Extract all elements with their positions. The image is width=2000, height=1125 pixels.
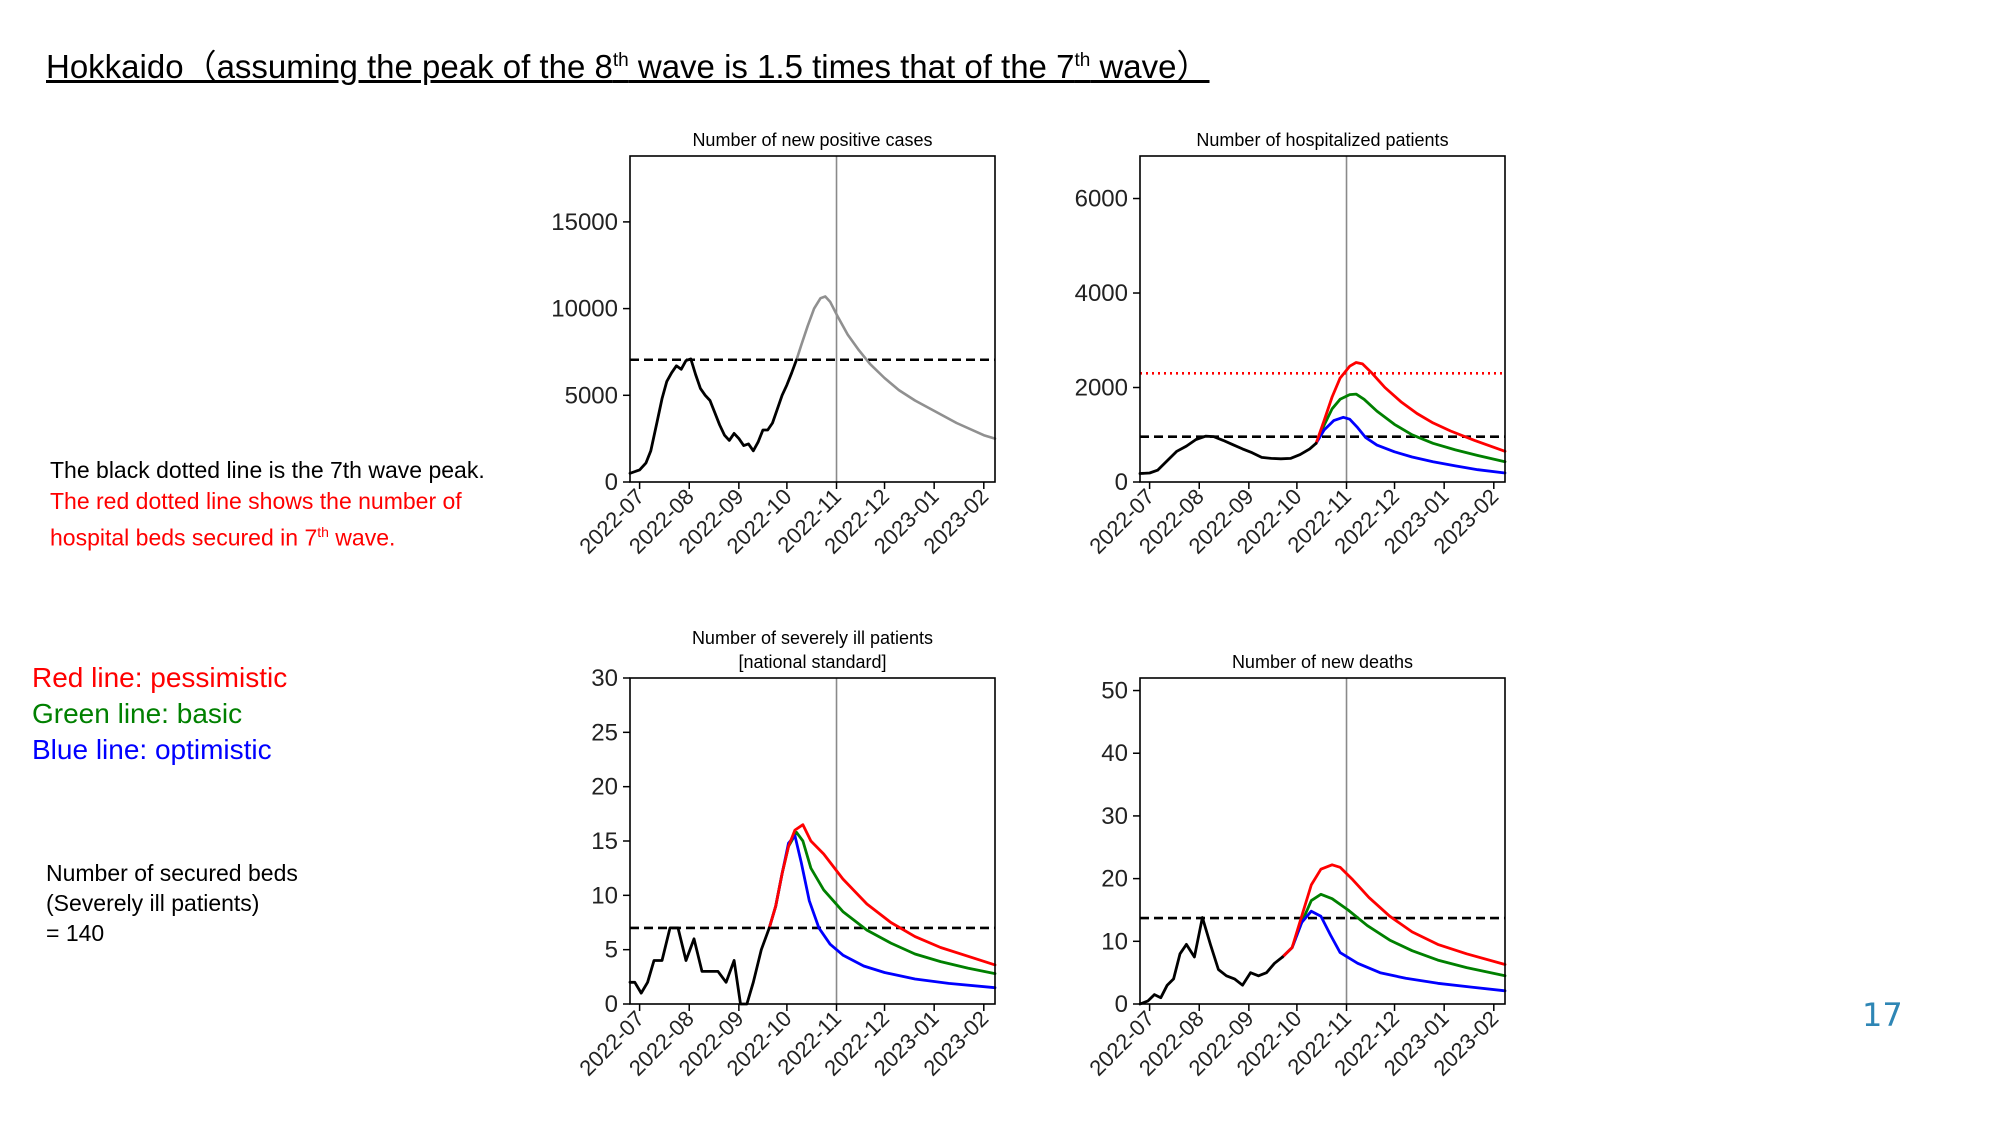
series-optimistic — [1281, 909, 1507, 993]
series-observed — [628, 926, 771, 1006]
series-basic — [1281, 892, 1507, 978]
series-pessimistic — [767, 823, 997, 967]
chart-hospitalized-patients: Number of hospitalized patients 0 2000 4000… — [1075, 130, 1507, 559]
chart-title: Number of new positive cases — [692, 130, 932, 150]
series-pessimistic — [1281, 863, 1507, 966]
slide-title: Hokkaido（assuming the peak of the 8th wa… — [46, 48, 1210, 85]
y-tick-label: 6000 — [1075, 186, 1128, 213]
y-tick-label: 0 — [605, 469, 618, 496]
chart-title: [national standard] — [738, 652, 886, 672]
series-pessimistic — [1314, 361, 1507, 453]
y-tick-label: 0 — [605, 991, 618, 1018]
chart-title: Number of hospitalized patients — [1196, 130, 1448, 150]
plot-frame — [629, 155, 996, 483]
y-tick-label: 5 — [605, 937, 618, 964]
y-tick-label: 50 — [1101, 678, 1128, 705]
y-tick-label: 0 — [1115, 469, 1128, 496]
y-tick-label: 20 — [591, 774, 618, 801]
scenario-legend: Red line: pessimistic Green line: basic … — [32, 660, 287, 768]
y-tick-label: 4000 — [1075, 280, 1128, 307]
legend-pessimistic: Red line: pessimistic — [32, 662, 288, 693]
y-tick-label: 40 — [1101, 740, 1128, 767]
series-optimistic — [1314, 415, 1507, 475]
y-tick-label: 10 — [1101, 928, 1128, 955]
chart-severely-ill-patients: Number of severely ill patients [national… — [574, 628, 997, 1081]
beds-line-2: (Severely ill patients) — [46, 890, 260, 916]
series-optimistic — [767, 834, 997, 990]
chart-new-deaths: Number of new deaths010203040502022-0720… — [1084, 652, 1507, 1081]
series-basic — [767, 830, 997, 976]
beds-line-3: = 140 — [46, 920, 105, 946]
annotation-note: The black dotted line is the 7th wave pe… — [50, 455, 485, 554]
note-black-line: The black dotted line is the 7th wave pe… — [50, 457, 485, 483]
y-tick-label: 15000 — [551, 209, 618, 236]
note-red-line-1: The red dotted line shows the number of — [50, 488, 462, 514]
chart-title: Number of severely ill patients — [692, 628, 933, 648]
legend-optimistic: Blue line: optimistic — [32, 734, 272, 765]
secured-beds-note: Number of secured beds (Severely ill pat… — [46, 858, 298, 948]
beds-line-1: Number of secured beds — [46, 860, 298, 886]
y-tick-label: 2000 — [1075, 375, 1128, 402]
series-observed — [1138, 916, 1284, 1006]
y-tick-label: 30 — [1101, 803, 1128, 830]
y-tick-label: 25 — [591, 719, 618, 746]
y-tick-label: 10 — [591, 882, 618, 909]
y-tick-label: 15 — [591, 828, 618, 855]
series-observed — [1138, 434, 1318, 475]
y-tick-label: 30 — [591, 665, 618, 692]
plot-frame — [1139, 155, 1506, 483]
y-tick-label: 20 — [1101, 866, 1128, 893]
plot-frame — [629, 677, 996, 1005]
chart-title: Number of new deaths — [1232, 652, 1413, 672]
chart-new-positive-cases: Number of new positive cases 0 5000 10000 15… — [551, 130, 997, 559]
y-tick-label: 5000 — [565, 382, 618, 409]
series-observed — [628, 357, 798, 475]
y-tick-label: 10000 — [551, 296, 618, 323]
series-projection — [795, 295, 997, 440]
y-tick-label: 0 — [1115, 991, 1128, 1018]
page-number: 17 — [1862, 996, 1903, 1034]
legend-basic: Green line: basic — [32, 698, 243, 729]
plot-frame — [1139, 677, 1506, 1005]
note-red-line-2: hospital beds secured in 7th wave. — [50, 524, 396, 551]
series-basic — [1314, 392, 1507, 464]
